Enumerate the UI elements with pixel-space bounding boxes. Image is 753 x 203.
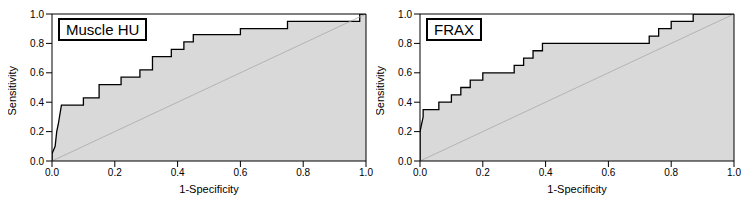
svg-text:0.6: 0.6	[398, 67, 412, 78]
svg-text:0.2: 0.2	[476, 167, 490, 178]
svg-text:0.8: 0.8	[398, 38, 412, 49]
svg-text:0.8: 0.8	[296, 167, 310, 178]
svg-text:0.8: 0.8	[664, 167, 678, 178]
svg-text:0.0: 0.0	[45, 167, 59, 178]
svg-text:Sensitivity: Sensitivity	[376, 65, 386, 115]
svg-text:1-Specificity: 1-Specificity	[179, 183, 239, 195]
svg-text:1.0: 1.0	[727, 167, 741, 178]
svg-text:0.6: 0.6	[233, 167, 247, 178]
svg-text:1.0: 1.0	[359, 167, 373, 178]
svg-text:1.0: 1.0	[398, 9, 412, 20]
svg-text:0.6: 0.6	[30, 67, 44, 78]
svg-text:0.0: 0.0	[30, 156, 44, 167]
svg-text:0.0: 0.0	[413, 167, 427, 178]
html-text:FRAX: FRAX	[434, 21, 474, 38]
svg-text:0.4: 0.4	[539, 167, 553, 178]
html-text:Muscle HU: Muscle HU	[66, 21, 140, 38]
svg-text:0.0: 0.0	[398, 156, 412, 167]
svg-text:1.0: 1.0	[30, 9, 44, 20]
svg-text:0.4: 0.4	[171, 167, 185, 178]
svg-text:0.2: 0.2	[30, 126, 44, 137]
svg-text:Sensitivity: Sensitivity	[8, 65, 18, 115]
svg-text:0.6: 0.6	[601, 167, 615, 178]
svg-text:0.2: 0.2	[398, 126, 412, 137]
svg-text:0.4: 0.4	[30, 97, 44, 108]
svg-text:0.8: 0.8	[30, 38, 44, 49]
svg-text:0.4: 0.4	[398, 97, 412, 108]
svg-text:0.2: 0.2	[108, 167, 122, 178]
svg-text:1-Specificity: 1-Specificity	[547, 183, 607, 195]
